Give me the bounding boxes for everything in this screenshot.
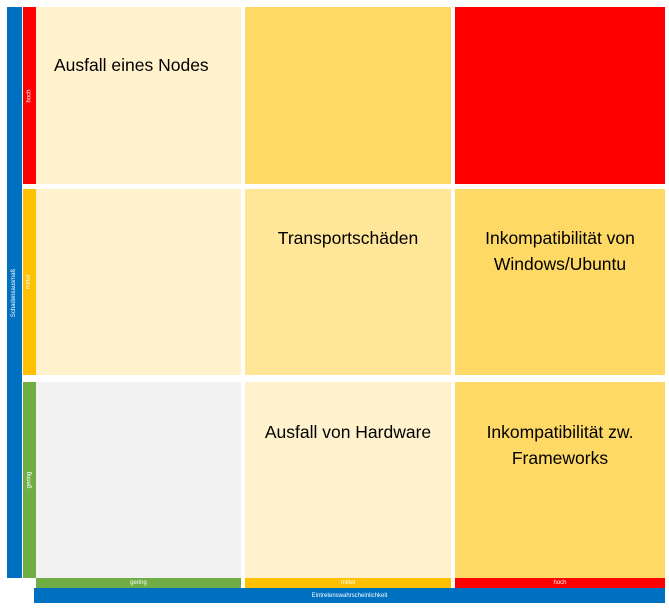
vertical-axis-title: Schadensausmaß <box>11 268 18 317</box>
risk-label: Transportschäden <box>277 228 419 248</box>
horizontal-axis-title: Eintretenswahrscheinlichkeit <box>311 592 388 599</box>
risk-cell-hoch-gering: Ausfall eines Nodes <box>36 7 241 184</box>
row-label-gering: gering <box>26 471 33 489</box>
risk-label: Ausfall von Hardware <box>264 422 432 442</box>
risk-cell-gering-hoch: Inkompatibilität zw. Frameworks <box>455 382 665 578</box>
risk-label: Inkompatibilität von Windows/Ubuntu <box>485 228 635 275</box>
horizontal-axis-bar: Eintretenswahrscheinlichkeit <box>34 588 665 603</box>
row-band-mittel: mittel <box>23 189 36 375</box>
risk-cell-mittel-mittel: Transportschäden <box>245 189 451 375</box>
risk-cell-gering-mittel: Ausfall von Hardware <box>245 382 451 578</box>
row-label-mittel: mittel <box>26 274 33 290</box>
risk-label: Inkompatibilität zw. Frameworks <box>486 422 634 469</box>
risk-cell-mittel-gering <box>36 189 241 375</box>
risk-cell-gering-gering <box>36 382 241 578</box>
col-label-hoch: hoch <box>553 580 567 586</box>
row-band-hoch: hoch <box>23 7 36 184</box>
risk-label: Ausfall eines Nodes <box>54 55 209 75</box>
risk-cell-hoch-mittel <box>245 7 451 184</box>
row-label-hoch: hoch <box>26 88 33 103</box>
col-band-hoch: hoch <box>455 578 665 588</box>
row-band-gering: gering <box>23 382 36 578</box>
col-label-mittel: mittel <box>340 580 356 586</box>
col-band-gering: gering <box>36 578 241 588</box>
risk-cell-hoch-hoch <box>455 7 665 184</box>
risk-cell-mittel-hoch: Inkompatibilität von Windows/Ubuntu <box>455 189 665 375</box>
col-band-mittel: mittel <box>245 578 451 588</box>
col-label-gering: gering <box>130 580 147 586</box>
vertical-axis-bar: Schadensausmaß <box>7 7 22 578</box>
